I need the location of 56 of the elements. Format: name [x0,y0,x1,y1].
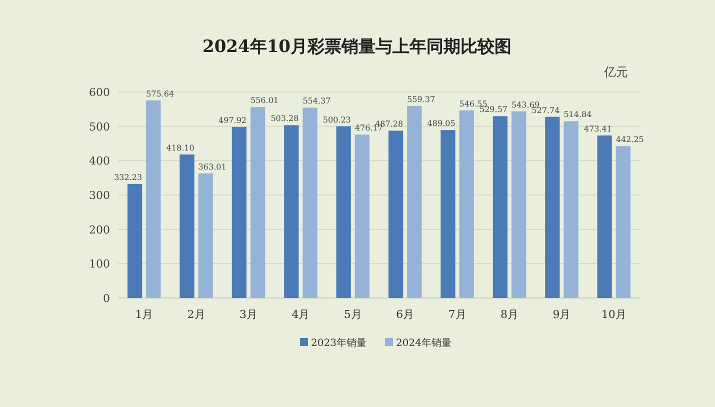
data-label: 418.10 [166,143,194,152]
bar [597,135,612,298]
bar [388,130,404,298]
data-label: 442.25 [616,135,644,144]
y-tick-label: 0 [103,292,110,305]
bar [616,146,631,298]
y-tick-label: 500 [89,120,110,134]
data-label: 543.69 [512,100,540,110]
data-label: 497.92 [218,116,246,126]
y-axis-title: 亿元 [603,65,628,79]
bar [459,110,474,298]
x-tick-label: 1月 [135,308,154,321]
data-label: 500.23 [322,115,351,124]
bar [440,130,456,298]
bar [284,125,299,298]
bar [198,173,213,298]
data-label: 559.37 [407,94,436,104]
data-label: 575.64 [146,89,174,98]
bar [354,134,370,298]
data-label: 514.84 [564,110,592,120]
x-tick-label: 9月 [552,308,571,321]
legend-label: 2023年销量 [311,337,366,349]
bar [146,100,161,298]
bar [232,127,246,298]
bar [407,106,422,298]
bar [180,154,194,298]
data-label: 332.23 [114,172,142,182]
bar [127,184,142,298]
bar [492,116,508,298]
bar [545,116,560,298]
data-label: 554.37 [302,96,331,106]
x-tick-label: 3月 [240,308,258,321]
bar [250,107,266,298]
x-tick-label: 10月 [601,308,626,321]
y-tick-label: 400 [89,154,110,168]
data-label: 363.01 [198,162,226,172]
x-tick-label: 5月 [344,308,362,321]
x-tick-label: 6月 [396,308,414,321]
bar [336,126,351,298]
data-label: 556.01 [250,96,278,106]
bar [512,111,526,298]
x-tick-label: 2月 [187,308,206,321]
x-tick-label: 8月 [500,308,518,321]
legend-label: 2024年销量 [396,337,452,349]
chart-title: 2024年10月彩票销量与上年同期比较图 [202,37,512,57]
data-label: 473.41 [584,124,612,134]
y-tick-label: 300 [89,189,110,202]
y-tick-label: 100 [89,258,110,271]
bar [564,121,578,298]
x-tick-label: 4月 [292,308,310,321]
x-tick-label: 7月 [448,308,466,321]
y-tick-label: 200 [89,223,110,236]
data-label: 489.05 [427,119,456,128]
bar [302,108,318,298]
data-label: 503.28 [270,114,299,124]
y-tick-label: 600 [89,86,110,99]
